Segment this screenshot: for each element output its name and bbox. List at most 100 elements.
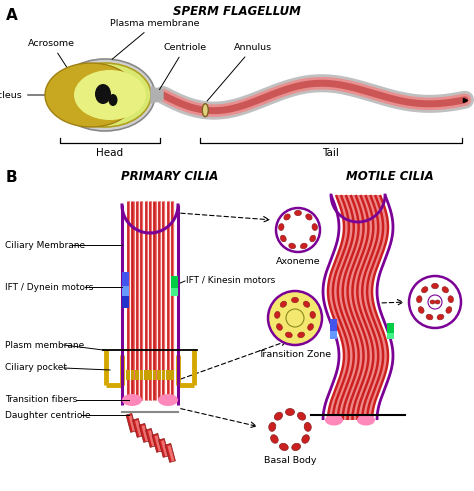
Text: Centriole: Centriole <box>159 43 207 90</box>
Bar <box>127 370 130 380</box>
Bar <box>387 323 394 332</box>
Ellipse shape <box>55 59 155 131</box>
Ellipse shape <box>292 297 299 303</box>
Text: Acrosome: Acrosome <box>28 39 75 78</box>
Circle shape <box>428 295 442 309</box>
Circle shape <box>276 208 320 252</box>
Ellipse shape <box>274 412 283 420</box>
Ellipse shape <box>325 414 343 426</box>
Ellipse shape <box>280 443 288 451</box>
Ellipse shape <box>310 311 316 318</box>
Bar <box>153 370 156 380</box>
Ellipse shape <box>158 394 178 406</box>
Ellipse shape <box>74 70 146 120</box>
Text: Tail: Tail <box>323 148 339 158</box>
Ellipse shape <box>284 214 290 220</box>
Text: IFT / Kinesin motors: IFT / Kinesin motors <box>186 275 275 284</box>
Text: PRIMARY CILIA: PRIMARY CILIA <box>121 170 219 183</box>
Circle shape <box>409 276 461 328</box>
Ellipse shape <box>109 94 118 106</box>
Bar <box>122 272 129 286</box>
Bar <box>128 415 136 432</box>
Ellipse shape <box>274 311 280 318</box>
Bar <box>165 443 175 463</box>
Ellipse shape <box>271 435 278 443</box>
Text: Daughter centriole: Daughter centriole <box>5 410 91 419</box>
Text: Transition fibers: Transition fibers <box>5 395 77 405</box>
Ellipse shape <box>122 394 142 406</box>
Ellipse shape <box>312 223 318 231</box>
Ellipse shape <box>301 243 307 249</box>
Ellipse shape <box>304 422 311 432</box>
Ellipse shape <box>280 301 287 307</box>
Text: IFT / Dynein motors: IFT / Dynein motors <box>5 282 93 292</box>
Text: Head: Head <box>96 148 124 158</box>
Bar <box>126 413 137 433</box>
Bar <box>133 418 143 437</box>
Ellipse shape <box>285 332 292 338</box>
Text: SPERM FLAGELLUM: SPERM FLAGELLUM <box>173 5 301 18</box>
Bar <box>167 445 174 462</box>
Ellipse shape <box>437 314 444 320</box>
Bar <box>140 370 143 380</box>
Bar <box>158 438 169 458</box>
Ellipse shape <box>59 63 151 127</box>
Bar <box>171 276 178 288</box>
Ellipse shape <box>442 287 448 293</box>
Bar <box>148 430 155 446</box>
Bar <box>148 370 152 380</box>
Ellipse shape <box>298 412 306 420</box>
Ellipse shape <box>418 307 424 313</box>
Bar <box>135 370 139 380</box>
Ellipse shape <box>279 223 284 231</box>
Bar <box>122 296 129 308</box>
Ellipse shape <box>303 301 310 307</box>
Ellipse shape <box>417 296 422 302</box>
Text: Plasma membrane: Plasma membrane <box>110 19 200 59</box>
Text: Y-links: Y-links <box>283 294 311 308</box>
Bar <box>171 288 178 296</box>
Bar <box>157 370 161 380</box>
Bar <box>142 425 148 441</box>
Bar <box>135 420 142 436</box>
Ellipse shape <box>310 235 316 242</box>
Text: A: A <box>6 8 18 23</box>
Bar <box>122 286 129 296</box>
Polygon shape <box>151 87 163 103</box>
Text: Plasm membrane: Plasm membrane <box>5 340 84 350</box>
Ellipse shape <box>308 324 313 330</box>
Ellipse shape <box>357 414 375 426</box>
Ellipse shape <box>294 210 301 216</box>
Ellipse shape <box>426 314 433 320</box>
Ellipse shape <box>448 296 454 302</box>
Ellipse shape <box>302 435 310 443</box>
Text: Nucleus: Nucleus <box>0 90 58 100</box>
Ellipse shape <box>276 324 283 330</box>
Ellipse shape <box>435 300 440 304</box>
Bar <box>146 429 156 447</box>
Ellipse shape <box>289 243 296 249</box>
Text: Transition Zone: Transition Zone <box>258 350 331 359</box>
Ellipse shape <box>269 422 276 432</box>
Bar <box>152 434 163 452</box>
Bar <box>139 423 149 442</box>
Text: Ciliary Membrane: Ciliary Membrane <box>5 241 85 249</box>
Ellipse shape <box>95 84 111 104</box>
Bar <box>161 440 168 457</box>
Ellipse shape <box>431 283 438 289</box>
Circle shape <box>268 291 322 345</box>
Ellipse shape <box>202 104 208 117</box>
Bar <box>144 370 147 380</box>
Bar <box>162 370 165 380</box>
Bar <box>131 370 135 380</box>
Text: Axoneme: Axoneme <box>276 257 320 266</box>
Ellipse shape <box>292 443 301 451</box>
Ellipse shape <box>298 332 305 338</box>
Ellipse shape <box>446 307 452 313</box>
Polygon shape <box>328 195 388 420</box>
Text: MOTILE CILIA: MOTILE CILIA <box>346 170 434 183</box>
Text: Ciliary pocket: Ciliary pocket <box>5 363 67 373</box>
Text: Annulus: Annulus <box>207 43 272 101</box>
Ellipse shape <box>430 300 435 304</box>
Polygon shape <box>45 63 132 127</box>
